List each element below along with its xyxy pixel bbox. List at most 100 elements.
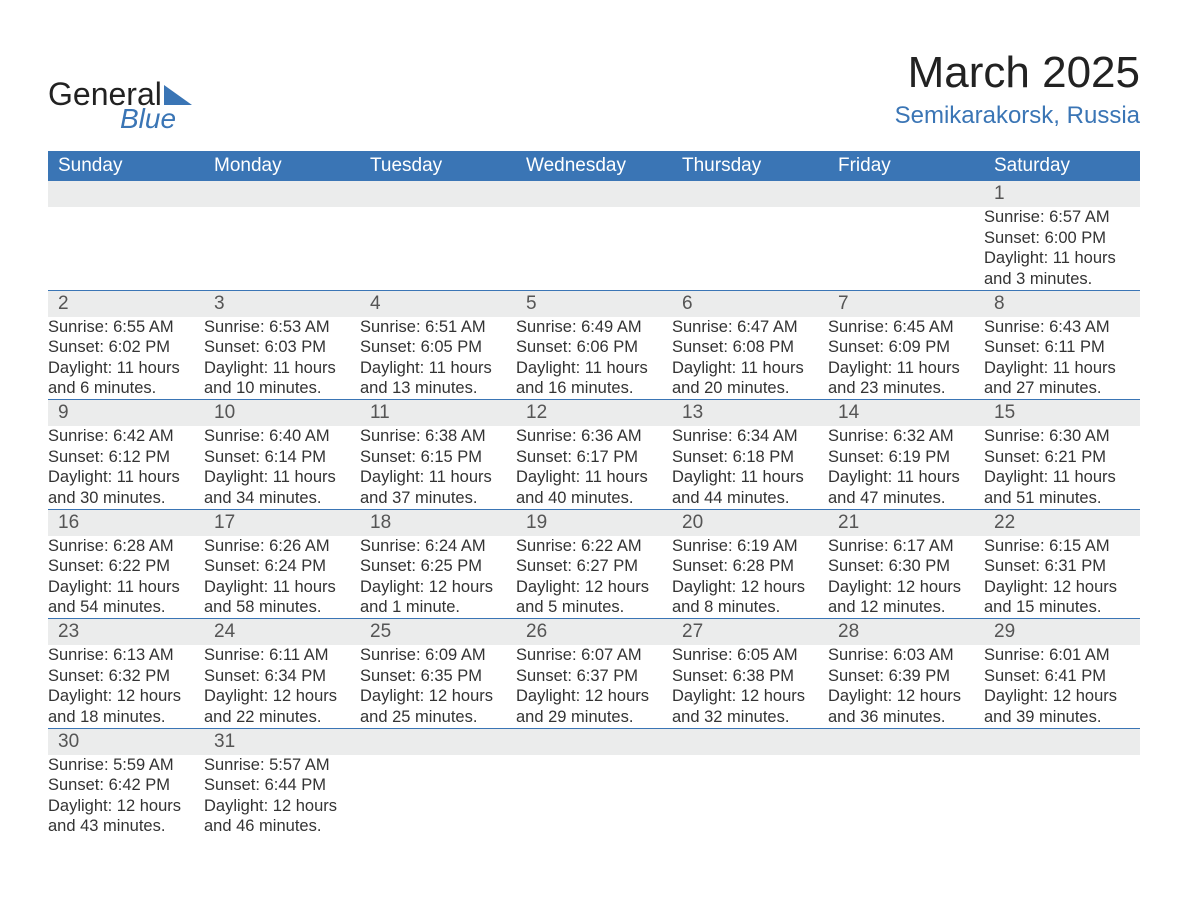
sunrise-value: 6:47 AM xyxy=(737,318,798,336)
brand-triangle-icon xyxy=(164,85,192,105)
sunrise-label: Sunrise: xyxy=(48,427,109,445)
sunset-value: 6:00 PM xyxy=(1045,229,1106,247)
sunrise-line: Sunrise: 6:47 AM xyxy=(672,317,828,338)
sunset-label: Sunset: xyxy=(48,448,104,466)
sunrise-value: 6:13 AM xyxy=(113,646,174,664)
sunrise-line: Sunrise: 6:01 AM xyxy=(984,645,1140,666)
day-number-cell xyxy=(360,181,516,207)
day-number: 26 xyxy=(516,619,672,645)
sunrise-label: Sunrise: xyxy=(984,318,1045,336)
day-number-cell: 20 xyxy=(672,509,828,536)
daylight-line: Daylight: 12 hours and 25 minutes. xyxy=(360,686,516,727)
daylight-line: Daylight: 11 hours and 23 minutes. xyxy=(828,358,984,399)
sunset-line: Sunset: 6:15 PM xyxy=(360,447,516,468)
day-number-cell: 30 xyxy=(48,728,204,755)
sunset-label: Sunset: xyxy=(672,667,728,685)
sunset-line: Sunset: 6:14 PM xyxy=(204,447,360,468)
sunset-line: Sunset: 6:06 PM xyxy=(516,337,672,358)
day-number xyxy=(516,181,672,207)
sunrise-value: 6:24 AM xyxy=(425,537,486,555)
daynum-row: 1 xyxy=(48,181,1140,207)
sunrise-label: Sunrise: xyxy=(204,427,265,445)
day-number-cell xyxy=(828,728,984,755)
sunset-value: 6:05 PM xyxy=(421,338,482,356)
sunrise-label: Sunrise: xyxy=(360,537,421,555)
daylight-line: Daylight: 11 hours and 20 minutes. xyxy=(672,358,828,399)
daylight-line: Daylight: 11 hours and 27 minutes. xyxy=(984,358,1140,399)
sunset-value: 6:41 PM xyxy=(1045,667,1106,685)
sunrise-value: 6:01 AM xyxy=(1049,646,1110,664)
daylight-line: Daylight: 11 hours and 44 minutes. xyxy=(672,467,828,508)
sunset-line: Sunset: 6:38 PM xyxy=(672,666,828,687)
day-info-cell: Sunrise: 6:17 AMSunset: 6:30 PMDaylight:… xyxy=(828,536,984,619)
sunrise-value: 6:40 AM xyxy=(269,427,330,445)
sunrise-line: Sunrise: 6:38 AM xyxy=(360,426,516,447)
sunset-label: Sunset: xyxy=(828,338,884,356)
day-number-cell: 18 xyxy=(360,509,516,536)
calendar-table: Sunday Monday Tuesday Wednesday Thursday… xyxy=(48,151,1140,837)
day-number-cell xyxy=(48,181,204,207)
day-header: Wednesday xyxy=(516,151,672,181)
sunrise-line: Sunrise: 6:09 AM xyxy=(360,645,516,666)
day-number-cell xyxy=(672,181,828,207)
day-number-cell xyxy=(516,181,672,207)
day-info-cell: Sunrise: 6:13 AMSunset: 6:32 PMDaylight:… xyxy=(48,645,204,728)
sunset-line: Sunset: 6:21 PM xyxy=(984,447,1140,468)
sunset-label: Sunset: xyxy=(48,338,104,356)
sunrise-value: 6:51 AM xyxy=(425,318,486,336)
daylight-label: Daylight: xyxy=(828,359,892,377)
sunrise-line: Sunrise: 6:51 AM xyxy=(360,317,516,338)
day-info-cell xyxy=(204,207,360,290)
day-number-cell xyxy=(828,181,984,207)
day-number: 3 xyxy=(204,291,360,317)
sunrise-label: Sunrise: xyxy=(360,318,421,336)
day-number: 10 xyxy=(204,400,360,426)
sunrise-line: Sunrise: 6:07 AM xyxy=(516,645,672,666)
day-number: 31 xyxy=(204,729,360,755)
day-number-cell: 19 xyxy=(516,509,672,536)
sunset-label: Sunset: xyxy=(984,229,1040,247)
day-number xyxy=(360,181,516,207)
day-info-cell: Sunrise: 6:28 AMSunset: 6:22 PMDaylight:… xyxy=(48,536,204,619)
daylight-line: Daylight: 11 hours and 3 minutes. xyxy=(984,248,1140,289)
day-number-cell: 6 xyxy=(672,290,828,317)
sunset-line: Sunset: 6:11 PM xyxy=(984,337,1140,358)
day-number: 20 xyxy=(672,510,828,536)
day-number: 29 xyxy=(984,619,1140,645)
daylight-line: Daylight: 11 hours and 58 minutes. xyxy=(204,577,360,618)
day-info-cell: Sunrise: 6:03 AMSunset: 6:39 PMDaylight:… xyxy=(828,645,984,728)
day-number: 21 xyxy=(828,510,984,536)
day-info-cell: Sunrise: 6:38 AMSunset: 6:15 PMDaylight:… xyxy=(360,426,516,509)
sunrise-label: Sunrise: xyxy=(984,208,1045,226)
sunrise-line: Sunrise: 6:11 AM xyxy=(204,645,360,666)
day-info-cell xyxy=(828,207,984,290)
sunset-line: Sunset: 6:08 PM xyxy=(672,337,828,358)
sunrise-value: 6:15 AM xyxy=(1049,537,1110,555)
day-number-cell: 25 xyxy=(360,619,516,646)
day-info-cell: Sunrise: 6:07 AMSunset: 6:37 PMDaylight:… xyxy=(516,645,672,728)
day-number: 15 xyxy=(984,400,1140,426)
sunset-label: Sunset: xyxy=(48,557,104,575)
sunrise-value: 6:11 AM xyxy=(269,646,328,664)
sunset-label: Sunset: xyxy=(984,667,1040,685)
daylight-label: Daylight: xyxy=(516,468,580,486)
sunrise-label: Sunrise: xyxy=(984,537,1045,555)
day-number: 19 xyxy=(516,510,672,536)
sunrise-line: Sunrise: 6:13 AM xyxy=(48,645,204,666)
day-number: 28 xyxy=(828,619,984,645)
sunset-line: Sunset: 6:35 PM xyxy=(360,666,516,687)
daylight-label: Daylight: xyxy=(984,687,1048,705)
day-number-cell xyxy=(984,728,1140,755)
daylight-label: Daylight: xyxy=(516,687,580,705)
info-row: Sunrise: 6:57 AMSunset: 6:00 PMDaylight:… xyxy=(48,207,1140,290)
day-info-cell xyxy=(360,755,516,838)
sunset-value: 6:18 PM xyxy=(733,448,794,466)
sunrise-line: Sunrise: 6:26 AM xyxy=(204,536,360,557)
daylight-line: Daylight: 11 hours and 51 minutes. xyxy=(984,467,1140,508)
day-info-cell: Sunrise: 6:49 AMSunset: 6:06 PMDaylight:… xyxy=(516,317,672,400)
daylight-line: Daylight: 11 hours and 16 minutes. xyxy=(516,358,672,399)
info-row: Sunrise: 6:13 AMSunset: 6:32 PMDaylight:… xyxy=(48,645,1140,728)
sunset-label: Sunset: xyxy=(828,667,884,685)
sunset-label: Sunset: xyxy=(360,448,416,466)
day-number-cell: 1 xyxy=(984,181,1140,207)
